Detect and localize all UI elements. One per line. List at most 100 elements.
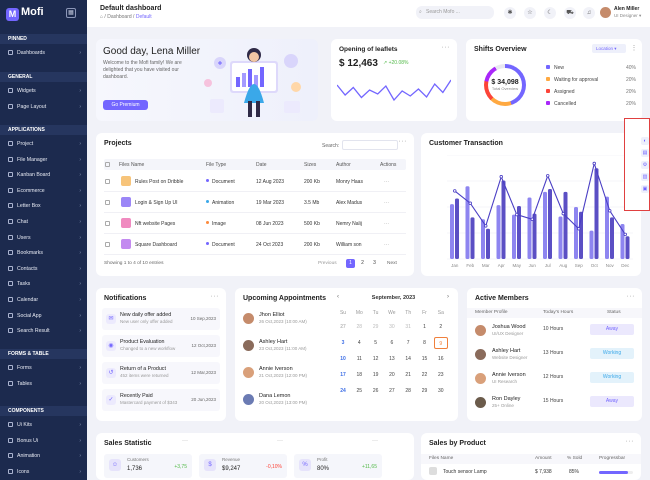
more-icon[interactable]: ··· bbox=[210, 293, 219, 300]
appointment-item[interactable]: Annie Iverson 21 Oct,2023 (12:00 PM) bbox=[243, 365, 333, 387]
row-checkbox[interactable] bbox=[105, 242, 110, 247]
member-row[interactable]: Ashley Hart Website Designer 13 Hours Worki… bbox=[475, 347, 637, 367]
star-icon[interactable]: ☆ bbox=[524, 7, 536, 19]
calendar-day[interactable]: 11 bbox=[356, 356, 362, 362]
calendar-day[interactable]: 28 bbox=[405, 388, 411, 394]
calendar-day[interactable]: 15 bbox=[421, 356, 428, 362]
more-icon[interactable]: ··· bbox=[398, 138, 407, 145]
user-name[interactable]: Alen Miller bbox=[614, 6, 640, 12]
calendar-day[interactable]: 31 bbox=[405, 324, 411, 330]
calendar-day[interactable]: 30 bbox=[438, 388, 444, 394]
calendar-day[interactable]: 4 bbox=[357, 340, 361, 346]
user-role[interactable]: UI Designer ▾ bbox=[614, 13, 642, 18]
select-all-checkbox[interactable] bbox=[105, 162, 110, 167]
member-row[interactable]: Ron Dayley 25+ Online 15 Hours Away bbox=[475, 395, 637, 415]
sidebar-item[interactable]: Dashboards › bbox=[0, 48, 87, 59]
pagination-page-1[interactable]: 1 bbox=[346, 259, 355, 268]
calendar-day[interactable]: 16 bbox=[438, 356, 444, 362]
more-icon[interactable]: ⋮ bbox=[630, 45, 638, 52]
notification-item[interactable]: ◉ Product Evaluation Changed to a new work… bbox=[102, 335, 220, 357]
more-icon[interactable]: ··· bbox=[441, 44, 450, 51]
sidebar-item[interactable]: File Manager › bbox=[0, 155, 87, 166]
sidebar-item[interactable]: Bonus Ui › bbox=[0, 436, 87, 447]
avatar[interactable] bbox=[600, 7, 611, 18]
layout-icon[interactable]: ▤ bbox=[641, 149, 649, 157]
row-actions-icon[interactable]: ··· bbox=[384, 221, 389, 227]
calendar-day[interactable]: 21 bbox=[405, 372, 411, 378]
breadcrumb-dashboard[interactable]: Dashboard bbox=[107, 14, 132, 20]
calendar-day[interactable]: 30 bbox=[389, 324, 395, 330]
brand-logo[interactable]: M Mofi bbox=[6, 6, 44, 21]
moon-icon[interactable]: ☾ bbox=[544, 7, 556, 19]
notification-item[interactable]: ↺ Return of a Product 452 items were retur… bbox=[102, 362, 220, 384]
calendar-day[interactable]: 14 bbox=[405, 356, 411, 362]
table-row[interactable]: Square Dashboard Document 24 Oct 2023 200 K… bbox=[104, 236, 406, 255]
bell-icon[interactable]: ♫ bbox=[583, 7, 595, 19]
home-icon[interactable]: ⌂ bbox=[100, 14, 104, 20]
calendar-day[interactable]: 12 bbox=[372, 356, 379, 362]
calendar-day[interactable]: 3 bbox=[341, 340, 345, 346]
sidebar-item[interactable]: Kanban Board › bbox=[0, 170, 87, 181]
appointment-item[interactable]: Ashley Hart 23 Oct,2023 (11:00 AM) bbox=[243, 338, 333, 360]
sidebar-item[interactable]: Icons › bbox=[0, 467, 87, 478]
calendar-day[interactable]: 26 bbox=[372, 388, 379, 394]
table-row[interactable]: Nft website Pages Image 08 Jun 2023 500 Kb N… bbox=[104, 215, 406, 234]
pagination-page-2[interactable]: 2 bbox=[361, 260, 364, 266]
member-row[interactable]: Annie Iverson UI Research 12 Hours Working bbox=[475, 371, 637, 391]
sidebar-item[interactable]: Search Result › bbox=[0, 326, 87, 337]
calendar-day[interactable]: 6 bbox=[390, 340, 394, 346]
calendar-day[interactable]: 29 bbox=[421, 388, 428, 394]
box-icon[interactable]: ▣ bbox=[641, 185, 649, 193]
sidebar-item[interactable]: Calendar › bbox=[0, 295, 87, 306]
sidebar-item[interactable]: Animation › bbox=[0, 451, 87, 462]
appointment-item[interactable]: Dana Lemon 20 Oct,2023 (13:00 PM) bbox=[243, 392, 333, 414]
row-actions-icon[interactable]: ··· bbox=[384, 179, 389, 185]
row-actions-icon[interactable]: ··· bbox=[384, 242, 389, 248]
document-icon[interactable]: ▥ bbox=[641, 173, 649, 181]
calendar-day[interactable]: 19 bbox=[372, 372, 379, 378]
projects-search-input[interactable] bbox=[342, 140, 398, 150]
row-checkbox[interactable] bbox=[105, 221, 110, 226]
appointment-item[interactable]: Jhon Elliot 26 Oct,2023 (10:00 AM) bbox=[243, 311, 333, 333]
search-input[interactable]: ⌕ Search Mofo ... bbox=[416, 6, 494, 19]
sidebar-item[interactable]: Ui Kits › bbox=[0, 420, 87, 431]
calendar-day[interactable]: 29 bbox=[372, 324, 379, 330]
sidebar-item[interactable]: Letter Box › bbox=[0, 201, 87, 212]
calendar-day[interactable]: 22 bbox=[421, 372, 428, 378]
calendar-prev-icon[interactable]: ‹ bbox=[337, 294, 339, 300]
location-select[interactable]: Location ▾ bbox=[592, 44, 626, 53]
calendar-day[interactable]: 1 bbox=[423, 324, 426, 330]
calendar-day[interactable]: 23 bbox=[438, 372, 444, 378]
more-icon[interactable]: ··· bbox=[625, 438, 634, 445]
sidebar-item[interactable]: Chat › bbox=[0, 217, 87, 228]
more-icon[interactable]: ··· bbox=[277, 438, 283, 444]
calendar-day[interactable]: 20 bbox=[389, 372, 395, 378]
sidebar-item[interactable]: Page Layout › bbox=[0, 102, 87, 113]
sidebar-item[interactable]: Bookmarks › bbox=[0, 248, 87, 259]
sidebar-item[interactable]: Tasks › bbox=[0, 279, 87, 290]
sidebar-item[interactable]: Social App › bbox=[0, 311, 87, 322]
member-row[interactable]: Joshua Wood UI/UX Designer 10 Hours Away bbox=[475, 323, 637, 343]
row-checkbox[interactable] bbox=[105, 179, 110, 184]
calendar-day[interactable]: 28 bbox=[356, 324, 363, 330]
sidebar-item[interactable]: Project › bbox=[0, 139, 87, 150]
settings-icon[interactable]: ⚙ bbox=[641, 161, 649, 169]
more-icon[interactable]: ··· bbox=[182, 438, 188, 444]
calendar-day[interactable]: 27 bbox=[340, 324, 346, 330]
calendar-day[interactable]: 24 bbox=[340, 388, 346, 394]
calendar-day[interactable]: 5 bbox=[374, 340, 377, 346]
pagination-previous[interactable]: Previous bbox=[318, 261, 337, 266]
sidebar-item[interactable]: Forms › bbox=[0, 363, 87, 374]
table-row[interactable]: Rules Post on Dribble Document 12 Aug 2023… bbox=[104, 173, 406, 192]
calendar-day[interactable]: 7 bbox=[406, 340, 410, 346]
calendar-day[interactable]: 13 bbox=[389, 356, 395, 362]
row-checkbox[interactable] bbox=[105, 200, 110, 205]
calendar-next-icon[interactable]: › bbox=[447, 294, 449, 300]
sidebar-item[interactable]: Widgets › bbox=[0, 86, 87, 97]
more-icon[interactable]: ··· bbox=[626, 293, 635, 300]
calendar-day[interactable]: 10 bbox=[340, 356, 346, 362]
sidebar-item[interactable]: Tables › bbox=[0, 379, 87, 390]
palette-icon[interactable]: ◐ bbox=[641, 137, 649, 145]
calendar-day[interactable]: 27 bbox=[389, 388, 395, 394]
go-premium-button[interactable]: Go Premium bbox=[103, 100, 148, 110]
